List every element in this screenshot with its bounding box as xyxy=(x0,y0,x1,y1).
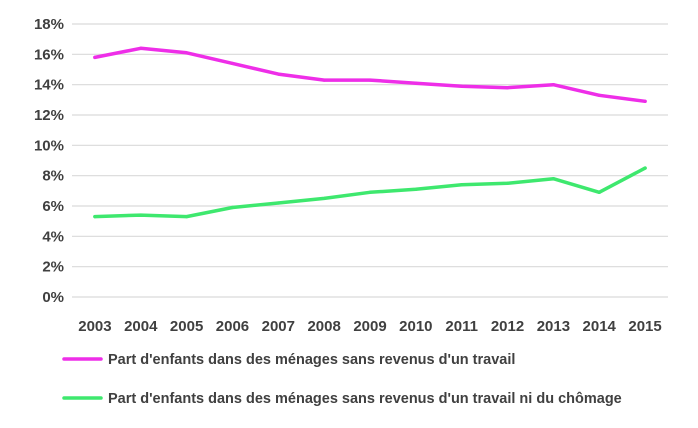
data-point xyxy=(276,201,280,205)
x-tick-label: 2003 xyxy=(78,318,111,335)
x-tick-label: 2007 xyxy=(262,318,295,335)
y-tick-label: 18% xyxy=(34,16,64,33)
y-tick-label: 14% xyxy=(34,77,64,94)
y-tick-label: 10% xyxy=(34,137,64,154)
data-point xyxy=(597,93,601,97)
data-point xyxy=(185,215,189,219)
data-point xyxy=(551,177,555,181)
data-point xyxy=(322,78,326,82)
data-point xyxy=(230,205,235,210)
data-point xyxy=(276,72,280,76)
y-tick-label: 8% xyxy=(42,168,64,185)
x-tick-label: 2014 xyxy=(583,318,617,335)
data-point xyxy=(643,166,647,170)
x-tick-label: 2004 xyxy=(124,318,158,335)
data-point xyxy=(139,46,143,50)
data-point xyxy=(93,55,97,59)
data-point xyxy=(505,86,510,90)
x-tick-label: 2011 xyxy=(445,318,478,335)
data-point xyxy=(368,78,372,82)
y-tick-label: 2% xyxy=(42,259,64,276)
data-point xyxy=(414,81,418,85)
data-point xyxy=(139,213,143,217)
data-point xyxy=(322,196,326,201)
y-axis-ticks: 0% 2% 4% 6% 8% 10% 12% 14% 16% 18% xyxy=(34,16,64,306)
data-point xyxy=(505,181,510,185)
y-tick-label: 12% xyxy=(34,107,64,124)
legend-label: Part d'enfants dans des ménages sans rev… xyxy=(108,352,515,368)
data-point xyxy=(93,215,97,219)
data-point xyxy=(368,190,372,194)
data-point xyxy=(460,183,464,187)
x-tick-label: 2006 xyxy=(216,318,249,335)
y-tick-label: 16% xyxy=(34,46,64,63)
legend-label: Part d'enfants dans des ménages sans rev… xyxy=(108,391,622,407)
y-tick-label: 6% xyxy=(42,198,64,215)
data-point xyxy=(460,84,464,88)
data-point xyxy=(551,83,555,87)
data-point xyxy=(643,99,647,103)
x-tick-label: 2009 xyxy=(353,318,386,335)
series-line-1 xyxy=(93,46,647,104)
x-tick-label: 2005 xyxy=(170,318,203,335)
y-tick-label: 4% xyxy=(42,228,64,245)
gridlines xyxy=(72,23,668,298)
x-tick-label: 2012 xyxy=(491,318,524,335)
x-tick-label: 2015 xyxy=(628,318,661,335)
x-tick-label: 2013 xyxy=(537,318,570,335)
x-axis-ticks: 2003 2004 2005 2006 2007 2008 2009 2010 2011 2012… xyxy=(78,318,662,335)
legend: Part d'enfants dans des ménages sans rev… xyxy=(62,352,622,407)
x-tick-label: 2008 xyxy=(307,318,340,335)
series-lines xyxy=(93,46,647,219)
data-point xyxy=(414,187,418,191)
data-point xyxy=(185,51,189,55)
data-point xyxy=(597,190,601,194)
x-tick-label: 2010 xyxy=(399,318,432,335)
y-tick-label: 0% xyxy=(42,289,64,306)
data-point xyxy=(230,61,235,66)
